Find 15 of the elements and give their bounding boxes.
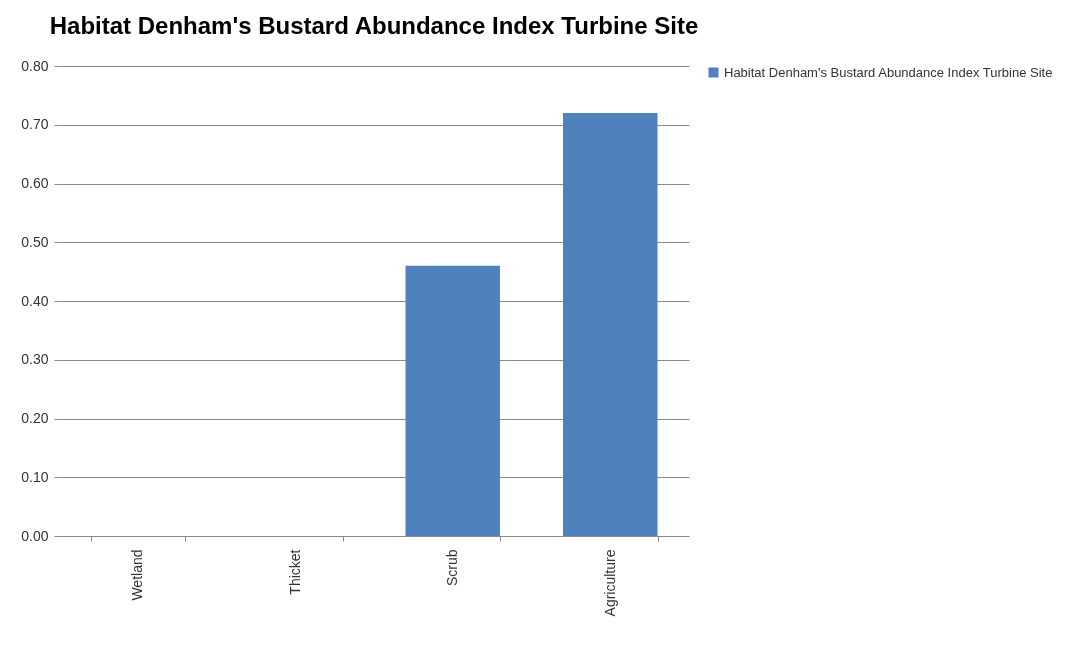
- y-tick-label: 0.80: [21, 57, 49, 74]
- y-tick-label: 0.60: [21, 175, 49, 191]
- y-tick-label: 0.00: [21, 527, 49, 544]
- y-tick-label: 0.10: [21, 468, 49, 485]
- y-tick-label: 0.30: [21, 351, 49, 368]
- x-tick-label: Thicket: [286, 549, 303, 595]
- y-tick-label: 0.50: [21, 233, 49, 250]
- y-tick-label: 0.70: [21, 116, 49, 133]
- x-tick-label: Wetland: [129, 549, 146, 601]
- chart-title: Habitat Denham's Bustard Abundance Index Turbine Site: [49, 12, 699, 39]
- legend-label: Habitat Denham's Bustard Abundance Index Turbine Site: [724, 64, 1053, 80]
- x-tick-label: Agriculture: [601, 549, 618, 617]
- x-tick-label: Scrub: [444, 549, 461, 587]
- y-tick-label: 0.40: [21, 292, 49, 309]
- y-tick-label: 0.20: [21, 410, 49, 426]
